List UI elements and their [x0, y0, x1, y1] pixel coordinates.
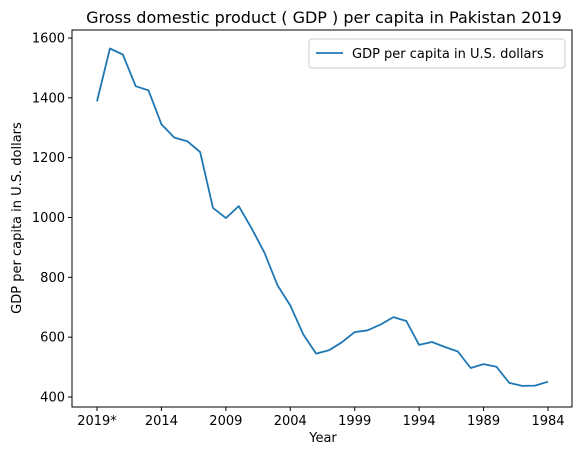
x-tick-label: 1989: [467, 414, 500, 429]
y-axis-title: GDP per capita in U.S. dollars: [10, 122, 25, 314]
x-tick-label: 1984: [531, 414, 564, 429]
y-tick-label: 600: [40, 331, 65, 346]
series-line: [96, 47, 549, 387]
x-tick-label: 2019*: [77, 414, 117, 429]
legend-label: GDP per capita in U.S. dollars: [352, 47, 544, 62]
y-tick-label: 1600: [32, 32, 65, 47]
x-axis-title: Year: [308, 431, 337, 446]
y-tick-label: 1200: [32, 151, 65, 166]
legend: GDP per capita in U.S. dollars: [308, 38, 566, 69]
plot-frame: [71, 29, 573, 408]
y-tick-label: 1000: [32, 211, 65, 226]
x-tick-label: 2009: [209, 414, 242, 429]
plot-area: [71, 29, 573, 408]
y-tick-label: 400: [40, 391, 65, 406]
legend-box: [308, 38, 566, 69]
x-axis-ticks: 2019* 2014 2009 2004 1999 1994 1989 1984: [77, 407, 565, 429]
x-tick-label: 2004: [274, 414, 307, 429]
chart-title: Gross domestic product ( GDP ) per capit…: [86, 8, 562, 27]
y-axis-ticks: 400 600 800 1000 1200 1400 1600: [32, 32, 72, 406]
x-tick-label: 2014: [145, 414, 178, 429]
x-tick-label: 1994: [403, 414, 436, 429]
y-tick-label: 1400: [32, 91, 65, 106]
y-tick-label: 800: [40, 271, 65, 286]
x-tick-label: 1999: [338, 414, 371, 429]
